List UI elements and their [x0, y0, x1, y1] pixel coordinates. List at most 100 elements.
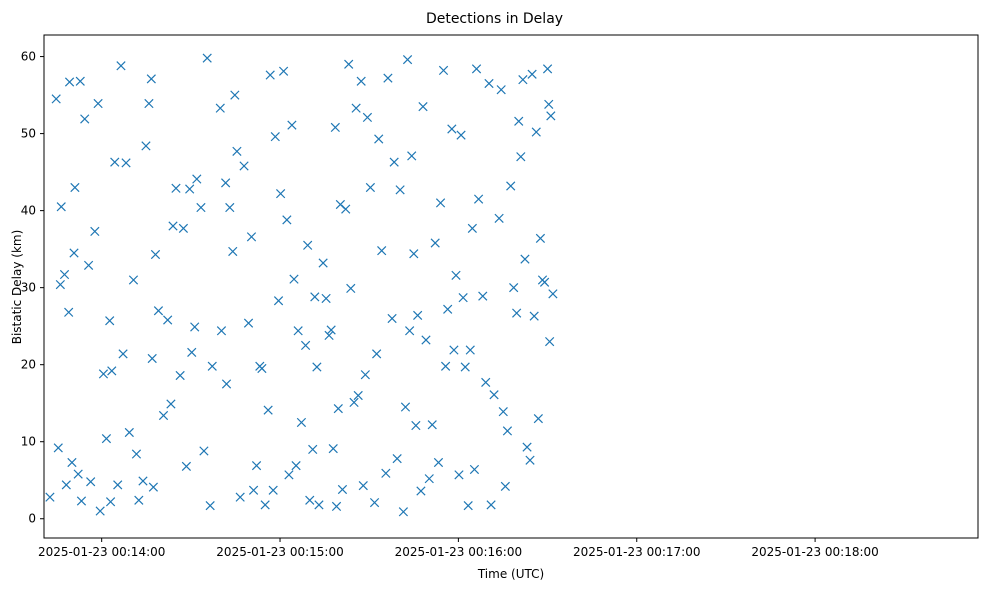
data-point	[216, 326, 227, 336]
data-point	[430, 238, 440, 248]
data-point	[486, 500, 496, 510]
data-point	[358, 480, 368, 491]
y-tick-label: 10	[21, 435, 36, 449]
data-point	[248, 485, 259, 495]
data-point	[275, 189, 286, 199]
data-point	[93, 98, 103, 109]
data-point	[51, 94, 61, 104]
data-point	[287, 120, 297, 130]
data-point	[467, 223, 477, 233]
data-point	[520, 254, 530, 264]
data-point	[80, 114, 90, 124]
data-point	[73, 469, 83, 479]
data-point	[282, 215, 292, 225]
data-point	[168, 221, 178, 231]
data-point	[296, 417, 307, 428]
data-point	[398, 507, 409, 517]
data-point	[471, 64, 482, 74]
data-point	[243, 318, 254, 328]
data-point	[369, 497, 380, 508]
data-point	[221, 379, 232, 389]
data-point	[230, 90, 240, 100]
data-point	[365, 182, 376, 193]
data-point	[163, 315, 173, 325]
data-point	[105, 316, 115, 326]
y-tick-label: 0	[28, 512, 36, 526]
y-tick-label: 40	[21, 204, 36, 218]
data-point	[303, 240, 313, 250]
data-point	[148, 482, 159, 492]
data-point	[451, 270, 461, 280]
data-point	[407, 151, 417, 161]
data-point	[53, 443, 63, 453]
data-point	[308, 444, 318, 455]
data-point	[389, 157, 399, 167]
data-point	[372, 349, 382, 359]
y-axis-ticks: 0 10 20 30 40 50 60	[21, 50, 44, 526]
data-point	[402, 55, 413, 65]
data-point	[196, 202, 206, 213]
data-point	[232, 146, 242, 156]
data-point	[59, 269, 70, 280]
data-point	[374, 134, 384, 144]
data-point	[95, 506, 105, 516]
data-point	[438, 65, 449, 76]
data-point	[251, 460, 262, 471]
data-point	[291, 460, 301, 471]
y-tick-label: 20	[21, 358, 36, 372]
data-point	[454, 470, 464, 480]
data-point	[158, 410, 169, 421]
data-point	[518, 75, 528, 85]
data-point	[522, 442, 532, 452]
data-point	[273, 296, 284, 306]
data-point	[500, 481, 510, 492]
data-point	[512, 308, 522, 318]
data-point	[525, 455, 535, 465]
data-point	[463, 501, 473, 511]
data-point	[293, 326, 303, 336]
data-point	[118, 349, 128, 359]
data-point	[409, 249, 419, 259]
data-point	[171, 183, 181, 193]
data-point	[331, 501, 342, 512]
data-point	[235, 492, 245, 502]
data-point	[310, 292, 320, 302]
y-tick-label: 50	[21, 127, 36, 141]
data-point	[341, 204, 351, 214]
data-point	[185, 184, 195, 194]
data-point	[207, 361, 217, 371]
data-point	[416, 486, 426, 496]
data-point	[328, 444, 338, 454]
data-point	[539, 277, 550, 287]
data-point	[484, 78, 494, 89]
x-tick-label: 2025-01-23 00:16:00	[395, 545, 522, 559]
data-point	[153, 306, 164, 316]
data-point	[284, 470, 294, 480]
data-point	[395, 185, 405, 195]
data-point	[190, 322, 200, 332]
data-point	[356, 76, 366, 86]
data-point	[473, 194, 484, 204]
data-point	[456, 130, 466, 140]
data-point	[86, 477, 96, 487]
data-point	[381, 468, 391, 478]
data-point	[131, 449, 142, 459]
data-point	[90, 226, 100, 237]
data-point	[326, 325, 336, 335]
data-point	[265, 70, 275, 80]
data-point	[383, 73, 393, 83]
data-points	[45, 53, 558, 517]
chart-title: Detections in Delay	[426, 11, 563, 27]
data-point	[346, 283, 356, 294]
data-point	[101, 434, 112, 444]
data-point	[175, 370, 185, 381]
data-point	[546, 111, 556, 121]
x-tick-label: 2025-01-23 00:18:00	[751, 545, 878, 559]
data-point	[113, 480, 123, 490]
data-point	[527, 69, 537, 79]
data-point	[405, 326, 415, 336]
data-point	[76, 496, 87, 506]
data-point	[312, 362, 322, 372]
